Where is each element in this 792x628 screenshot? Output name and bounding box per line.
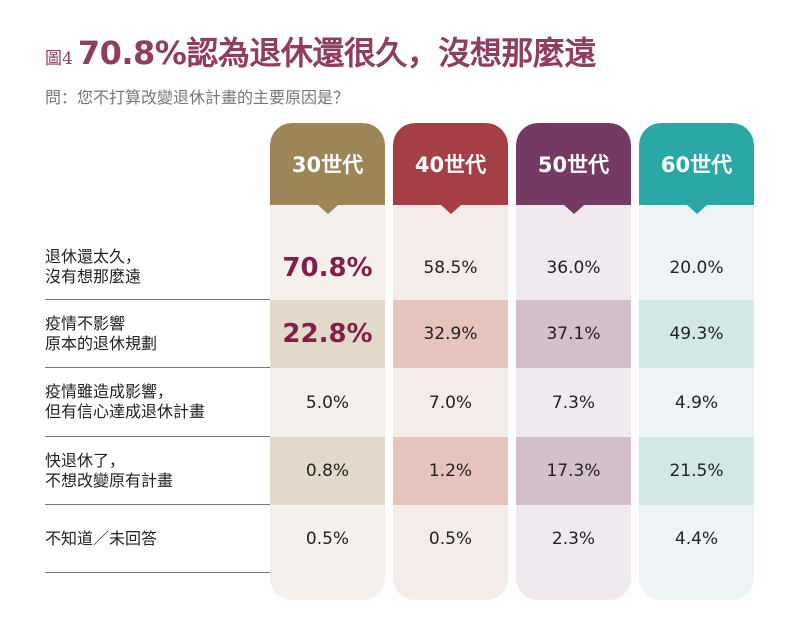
row-label-line: 不想改變原有計畫 xyxy=(45,470,174,490)
table-cell: 22.8% xyxy=(270,300,385,368)
pointer-triangle xyxy=(317,205,338,214)
row-label-line: 原本的退休規劃 xyxy=(45,333,158,353)
column-30世代: 30世代 70.8% 22.8% 5.0% 0.8% 0.5% xyxy=(270,123,385,600)
row-label-line: 但有信心達成退休計畫 xyxy=(45,402,206,421)
column-header-label: 60世代 xyxy=(660,153,733,177)
pointer-triangle xyxy=(440,205,461,214)
column-header: 40世代 xyxy=(393,123,508,214)
row-label-line: 疫情雖造成影響， xyxy=(45,382,174,401)
table-cell: 0.5% xyxy=(270,505,385,573)
table-cell: 17.3% xyxy=(516,437,631,505)
subtitle: 問：您不打算改變退休計畫的主要原因是？ xyxy=(45,88,350,107)
title-main: 70.8%認為退休還很久，沒想那麼遠 xyxy=(77,34,597,72)
column-header: 30世代 xyxy=(270,123,385,214)
column-40世代: 40世代 58.5% 32.9% 7.0% 1.2% 0.5% xyxy=(393,123,508,600)
row-label: 疫情雖造成影響， 但有信心達成退休計畫 xyxy=(45,368,270,437)
table-cell: 21.5% xyxy=(639,437,754,505)
row-label-line: 沒有想那麼遠 xyxy=(45,267,142,286)
column-header-label: 30世代 xyxy=(291,153,364,177)
row-label: 疫情不影響 原本的退休規劃 xyxy=(45,300,270,368)
table-cell: 7.3% xyxy=(516,368,631,437)
figure-number: 圖4 xyxy=(45,49,73,69)
column-header: 60世代 xyxy=(639,123,754,214)
column-header-label: 50世代 xyxy=(537,153,610,177)
table-cell: 0.8% xyxy=(270,437,385,505)
table-cell: 20.0% xyxy=(639,235,754,300)
row-label-line: 退休還太久， xyxy=(45,247,142,266)
row-label-line: 疫情不影響 xyxy=(45,313,126,333)
row-label: 不知道／未回答 xyxy=(45,505,270,573)
table-cell: 0.5% xyxy=(393,505,508,573)
row-label-line: 不知道／未回答 xyxy=(45,528,158,548)
table-cell: 37.1% xyxy=(516,300,631,368)
table-cell: 7.0% xyxy=(393,368,508,437)
column-header: 50世代 xyxy=(516,123,631,214)
table-cell: 36.0% xyxy=(516,235,631,300)
chart-title: 圖4 70.8%認為退休還很久，沒想那麼遠 xyxy=(45,28,596,74)
table-cell: 70.8% xyxy=(270,235,385,300)
table-cell: 1.2% xyxy=(393,437,508,505)
row-label-line: 快退休了， xyxy=(45,450,126,470)
column-60世代: 60世代 20.0% 49.3% 4.9% 21.5% 4.4% xyxy=(639,123,754,600)
column-50世代: 50世代 36.0% 37.1% 7.3% 17.3% 2.3% xyxy=(516,123,631,600)
table-cell: 58.5% xyxy=(393,235,508,300)
pointer-triangle xyxy=(563,205,584,214)
row-label: 退休還太久， 沒有想那麼遠 xyxy=(45,235,270,300)
table-cell: 4.4% xyxy=(639,505,754,573)
table-cell: 4.9% xyxy=(639,368,754,437)
row-label: 快退休了， 不想改變原有計畫 xyxy=(45,437,270,505)
column-header-label: 40世代 xyxy=(414,153,487,177)
table-cell: 2.3% xyxy=(516,505,631,573)
table-cell: 49.3% xyxy=(639,300,754,368)
table-cell: 32.9% xyxy=(393,300,508,368)
table-cell: 5.0% xyxy=(270,368,385,437)
pointer-triangle xyxy=(686,205,707,214)
